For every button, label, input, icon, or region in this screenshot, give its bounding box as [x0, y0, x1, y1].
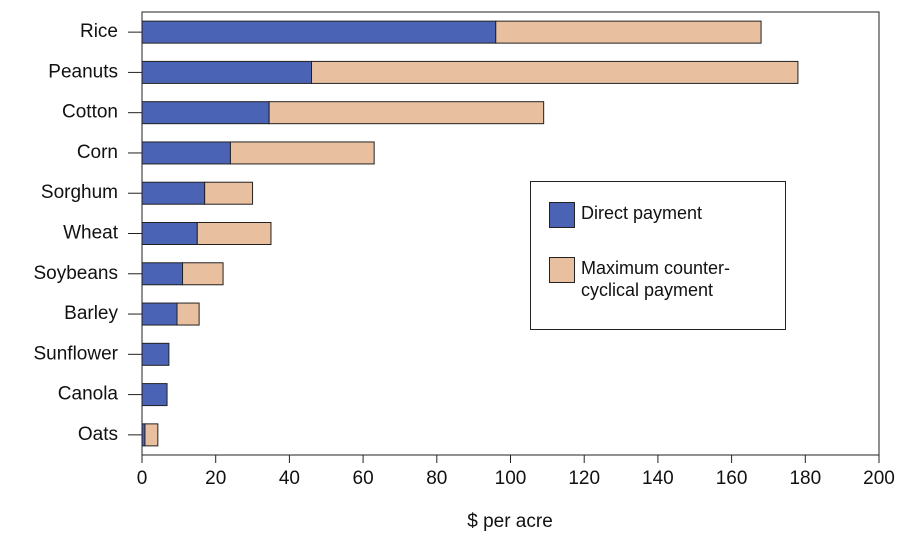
y-tick-label: Canola — [58, 384, 119, 405]
legend-item: Maximum counter-cyclical payment — [549, 257, 751, 301]
x-tick-label: 60 — [353, 468, 374, 489]
legend-swatch — [549, 257, 575, 283]
x-tick-label: 0 — [137, 468, 148, 489]
bar-segment — [268, 101, 545, 125]
bar-segment — [141, 60, 313, 84]
x-tick-label: 100 — [495, 468, 527, 489]
bar-segment — [141, 101, 270, 125]
bar-segment — [204, 181, 254, 205]
legend-label: Direct payment — [581, 203, 703, 223]
bar-segment — [141, 262, 184, 286]
bar-segment — [141, 181, 206, 205]
bar-segment — [176, 302, 200, 326]
bar-segment — [141, 342, 170, 366]
y-tick-label: Corn — [77, 142, 118, 163]
bar-segment — [196, 222, 272, 245]
x-tick-label: 160 — [716, 468, 748, 489]
legend: Direct payment Maximum counter-cyclical p… — [530, 181, 786, 330]
x-axis-label: $ per acre — [467, 511, 553, 532]
y-tick-label: Wheat — [63, 223, 119, 244]
bar-segment — [141, 222, 198, 245]
x-tick-label: 120 — [568, 468, 600, 489]
bar-segment — [182, 262, 224, 286]
legend-swatch — [549, 202, 575, 228]
x-tick-label: 80 — [426, 468, 447, 489]
x-tick-label: 40 — [279, 468, 300, 489]
bar-segment — [495, 20, 762, 44]
bar-segment — [311, 60, 799, 84]
x-tick-label: 20 — [205, 468, 226, 489]
x-tick-label: 180 — [789, 468, 821, 489]
bar-segment — [141, 383, 168, 407]
y-tick-label: Rice — [80, 21, 118, 42]
legend-label: Maximum counter-cyclical payment — [581, 258, 731, 300]
y-tick-label: Barley — [64, 303, 118, 324]
y-tick-label: Peanuts — [48, 61, 118, 82]
bar-segment — [229, 141, 375, 165]
bar-segment — [141, 302, 178, 326]
y-tick-label: Cotton — [62, 102, 118, 123]
y-tick-label: Sorghum — [41, 182, 118, 203]
y-tick-label: Sunflower — [34, 343, 119, 364]
bar-segment — [141, 141, 231, 165]
x-tick-label: 140 — [642, 468, 674, 489]
bar-segment — [141, 20, 497, 44]
y-tick-label: Oats — [78, 424, 118, 445]
bar-segment — [144, 423, 159, 447]
legend-item: Direct payment — [549, 202, 751, 228]
x-tick-label: 200 — [863, 468, 895, 489]
y-tick-label: Soybeans — [33, 263, 118, 284]
